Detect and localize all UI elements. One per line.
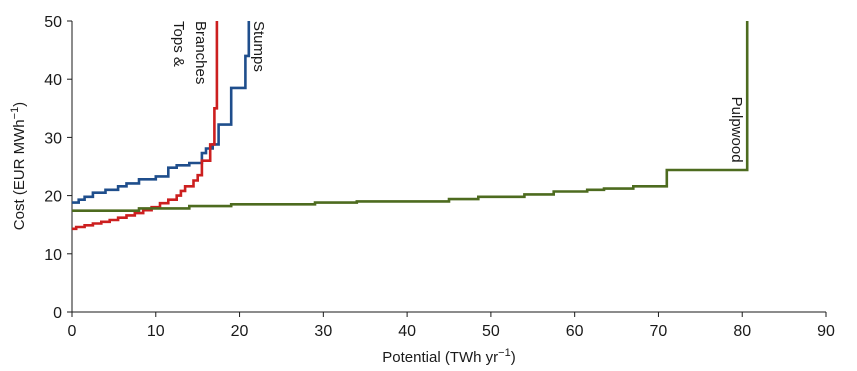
x-tick-label: 40	[398, 323, 416, 340]
y-ticks: 0 10 20 30 40 50	[44, 14, 72, 322]
x-axis: 0 10 20 30 40 50 60 70 80 90	[68, 311, 835, 340]
x-tick-label: 10	[147, 323, 165, 340]
x-tick-label: 0	[68, 323, 77, 340]
y-tick-label: 30	[44, 130, 62, 147]
series-line-stumps	[72, 21, 251, 204]
x-tick-label: 30	[314, 323, 332, 340]
annotation-group: Stumps Tops & Branches Pulpwood	[170, 21, 745, 163]
series-line-pulpwood	[72, 21, 749, 212]
x-tick-label: 50	[482, 323, 500, 340]
y-tick-label: 10	[44, 247, 62, 264]
x-tick-label: 20	[231, 323, 249, 340]
x-axis-title: Potential (TWh yr−1)	[382, 347, 515, 366]
annotation-branches: Branches	[192, 21, 209, 84]
y-tick-label: 40	[44, 72, 62, 89]
x-tick-label: 80	[733, 323, 751, 340]
annotation-stumps: Stumps	[250, 21, 267, 72]
x-ticks: 0 10 20 30 40 50 60 70 80 90	[68, 312, 835, 340]
x-tick-label: 60	[566, 323, 584, 340]
x-tick-label: 70	[650, 323, 668, 340]
series-group	[72, 21, 749, 231]
annotation-tops: Tops &	[170, 21, 187, 67]
x-tick-label: 90	[817, 323, 835, 340]
y-axis-title: Cost (EUR MWh−1)	[9, 102, 28, 230]
annotation-pulpwood: Pulpwood	[728, 97, 745, 163]
y-tick-label: 20	[44, 189, 62, 206]
y-tick-label: 0	[53, 305, 62, 322]
y-axis: 0 10 20 30 40 50	[44, 14, 73, 322]
y-tick-label: 50	[44, 14, 62, 31]
